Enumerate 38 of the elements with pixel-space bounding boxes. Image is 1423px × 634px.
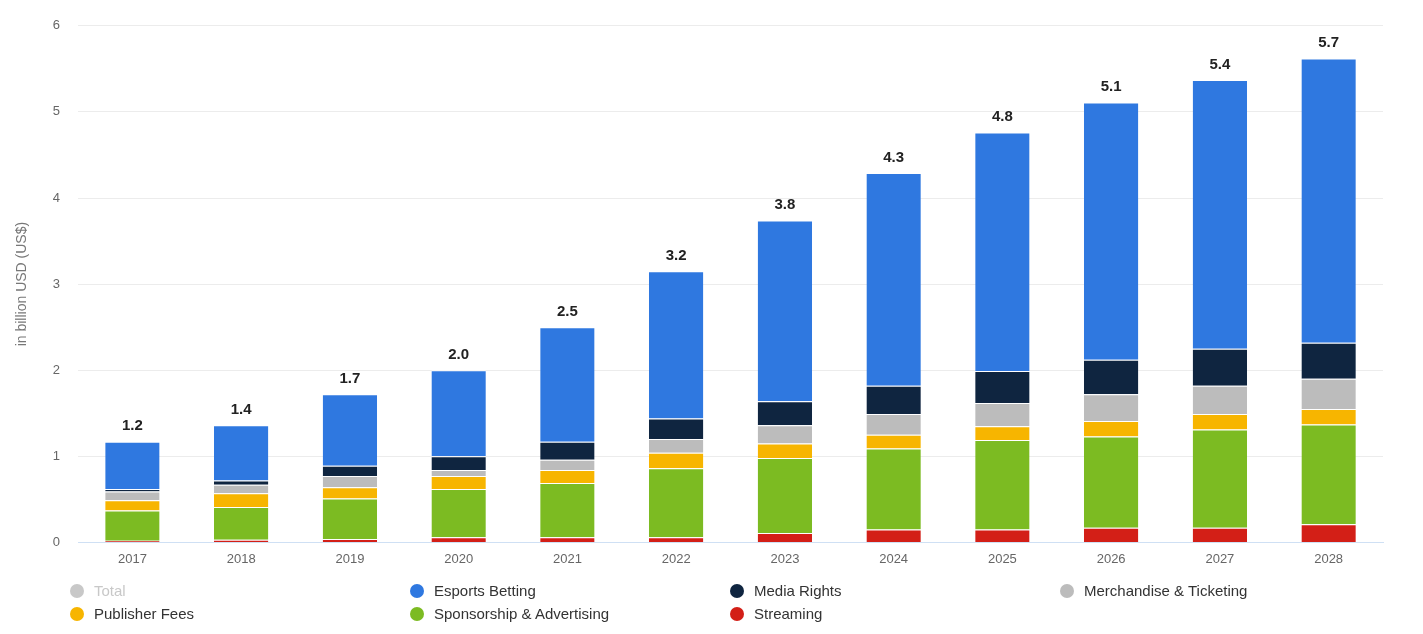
x-tick-label: 2024 <box>879 550 909 566</box>
total-label: 4.8 <box>991 107 1013 125</box>
legend-label: Streaming <box>754 605 823 622</box>
total-label: 1.7 <box>339 368 361 386</box>
x-tick-label: 2020 <box>444 550 474 566</box>
x-tick-label: 2022 <box>661 550 691 566</box>
x-tick-label: 2019 <box>335 550 365 566</box>
total-label: 1.2 <box>121 416 143 434</box>
total-label: 2.5 <box>556 301 578 319</box>
total-label: 1.4 <box>230 399 253 417</box>
total-label: 5.1 <box>1100 77 1122 95</box>
y-tick-label: 1 <box>52 447 61 463</box>
total-label: 4.3 <box>883 147 905 165</box>
y-tick-label: 6 <box>52 17 61 33</box>
y-axis-title: in billion USD (US$) <box>13 221 30 347</box>
x-tick-label: 2028 <box>1314 550 1344 566</box>
x-tick-label: 2021 <box>552 550 582 566</box>
legend-label: Merchandise & Ticketing <box>1084 582 1248 599</box>
x-tick-label: 2027 <box>1205 550 1235 566</box>
legend-label: Media Rights <box>754 582 842 599</box>
y-tick-label: 0 <box>52 533 61 549</box>
x-tick-label: 2017 <box>117 550 147 566</box>
legend-label: Publisher Fees <box>94 605 195 622</box>
y-tick-label: 4 <box>52 189 61 205</box>
total-label: 2.0 <box>448 344 470 362</box>
x-tick-label: 2023 <box>770 550 800 566</box>
total-label: 5.7 <box>1318 33 1340 51</box>
y-tick-label: 5 <box>52 103 61 119</box>
x-tick-label: 2018 <box>226 550 256 566</box>
x-tick-label: 2025 <box>987 550 1017 566</box>
y-tick-label: 2 <box>52 361 61 377</box>
total-label: 5.4 <box>1209 54 1231 72</box>
total-label: 3.2 <box>665 245 687 263</box>
x-tick-label: 2026 <box>1096 550 1126 566</box>
legend-label: Sponsorship & Advertising <box>434 605 610 622</box>
total-label: 3.8 <box>774 195 796 213</box>
y-tick-label: 3 <box>52 275 61 291</box>
legend-label: Esports Betting <box>434 582 536 599</box>
